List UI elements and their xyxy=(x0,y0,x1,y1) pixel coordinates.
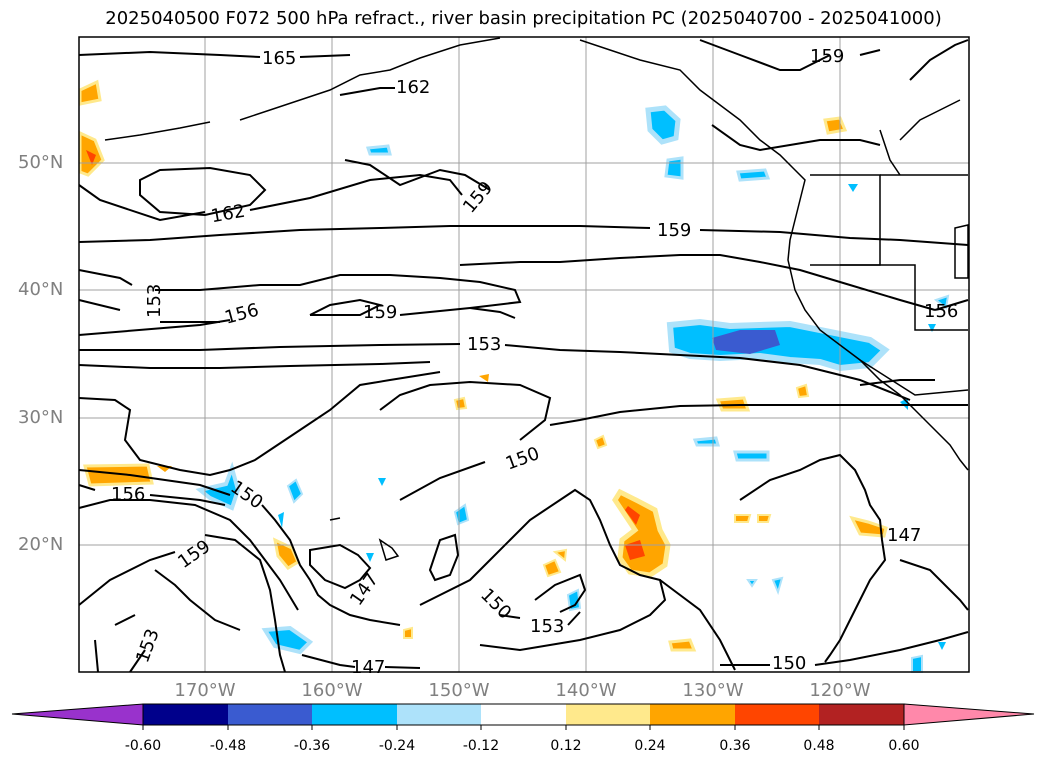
colorbar xyxy=(11,703,1035,730)
colorbar-bin xyxy=(228,704,312,725)
contour-label: 159 xyxy=(657,220,691,241)
lon-label: 140°W xyxy=(555,680,617,701)
map-frame xyxy=(78,36,970,673)
colorbar-tick-label: 0.48 xyxy=(803,738,835,754)
lat-label: 20°N xyxy=(18,534,64,555)
colorbar-bin xyxy=(143,704,228,725)
lon-label: 150°W xyxy=(428,680,490,701)
lon-label: 120°W xyxy=(809,680,871,701)
refractivity-contours xyxy=(78,39,969,673)
contour-label: 165 xyxy=(262,48,296,69)
contour-label: 153 xyxy=(467,334,501,355)
contour-label: 147 xyxy=(351,657,385,678)
lon-label: 170°W xyxy=(174,680,236,701)
colorbar-bin xyxy=(819,704,904,725)
precip-positive-shading xyxy=(78,79,888,652)
colorbar-tick-label: -0.36 xyxy=(293,738,331,754)
colorbar-extend-high xyxy=(903,703,1035,726)
colorbar-tick-label: 0.24 xyxy=(634,738,666,754)
colorbar-tick-label: -0.48 xyxy=(209,738,247,754)
colorbar-tick-label: 0.12 xyxy=(550,738,582,754)
map-title: 2025040500 F072 500 hPa refract., river … xyxy=(105,8,942,29)
contour-label: 156 xyxy=(924,301,958,322)
contour-label: 156 xyxy=(111,484,145,505)
colorbar-tick-label: 0.60 xyxy=(888,738,920,754)
contour-label: 153 xyxy=(144,284,165,318)
contour-label: 153 xyxy=(530,616,564,637)
lon-label: 160°W xyxy=(301,680,363,701)
colorbar-extend-low xyxy=(11,703,144,726)
colorbar-tick-label: -0.12 xyxy=(462,738,500,754)
lat-label: 50°N xyxy=(18,152,64,173)
contour-label: 159 xyxy=(810,46,844,67)
colorbar-bin xyxy=(735,704,819,725)
colorbar-tick-label: -0.24 xyxy=(378,738,416,754)
colorbar-bin xyxy=(397,704,481,725)
colorbar-tick-label: -0.60 xyxy=(124,738,162,754)
contour-label: 150 xyxy=(772,653,806,674)
colorbar-bin xyxy=(650,704,735,725)
colorbar-bin xyxy=(566,704,650,725)
contour-label: 159 xyxy=(363,302,397,323)
lat-label: 30°N xyxy=(18,407,64,428)
contour-label: 147 xyxy=(887,525,921,546)
colorbar-bin xyxy=(481,704,566,725)
colorbar-bin xyxy=(312,704,397,725)
map-gridlines xyxy=(79,37,969,672)
colorbar-tick-label: 0.36 xyxy=(719,738,751,754)
lat-label: 40°N xyxy=(18,279,64,300)
lon-label: 130°W xyxy=(682,680,744,701)
contour-label: 162 xyxy=(396,77,430,98)
